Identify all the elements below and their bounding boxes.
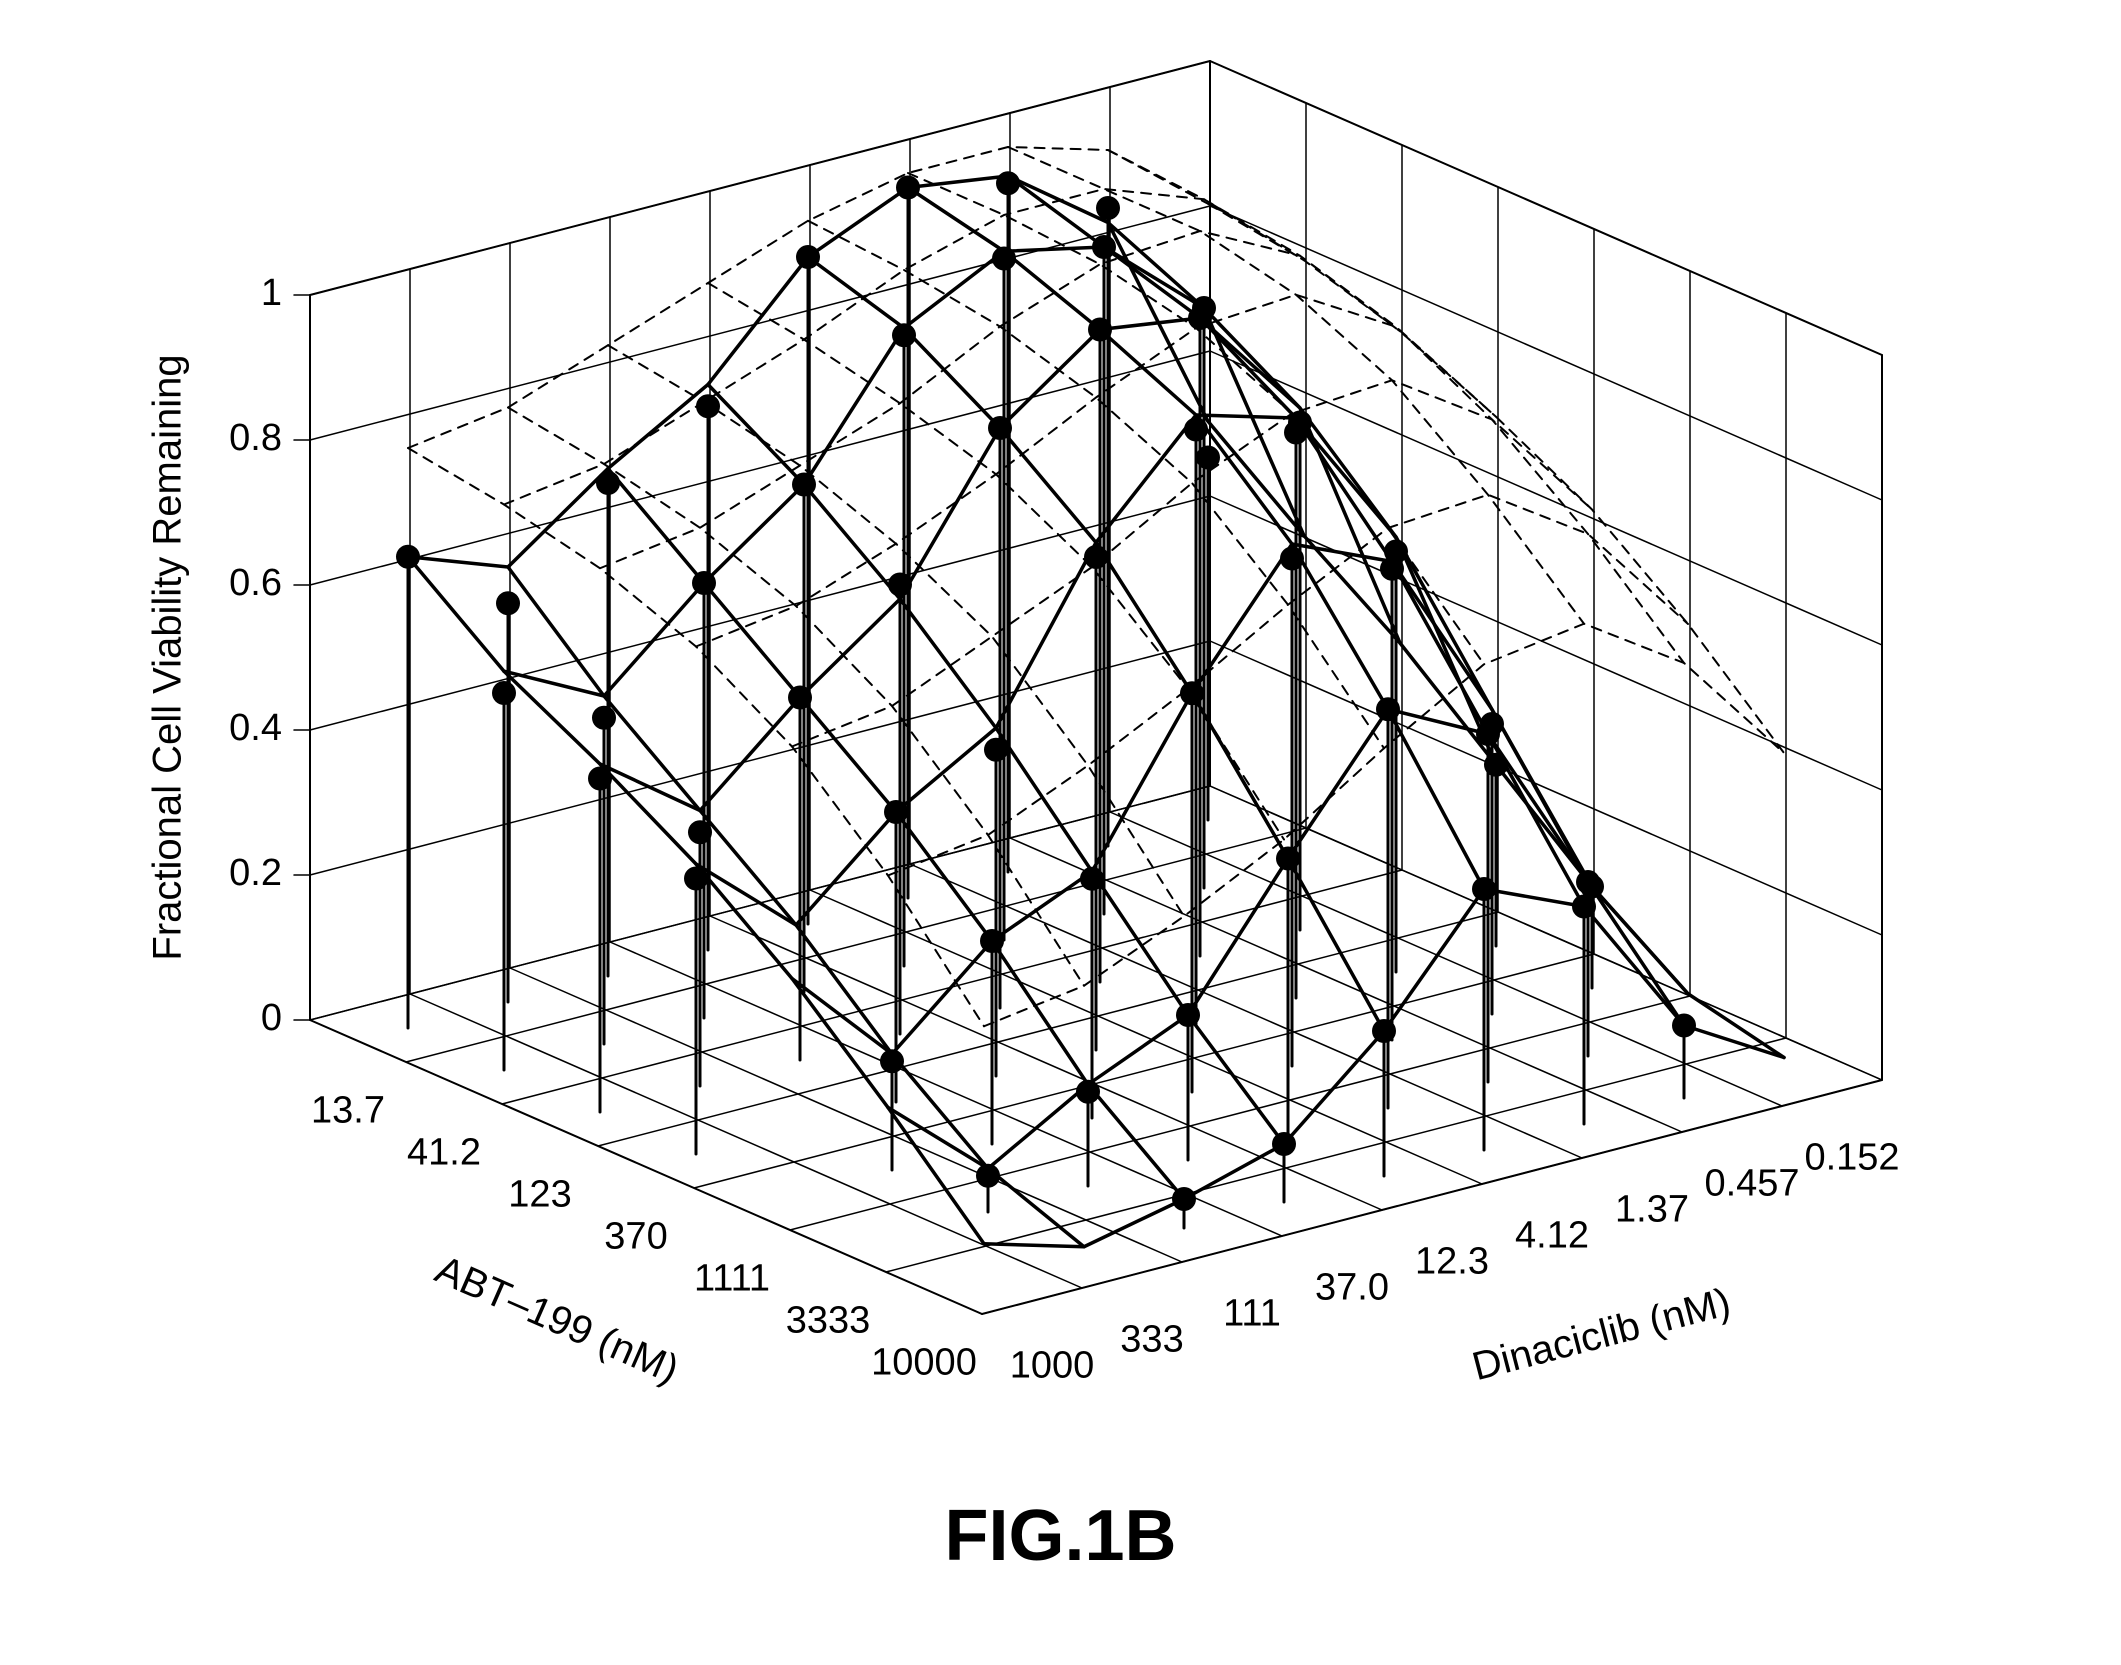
svg-text:1111: 1111 (694, 1257, 770, 1299)
svg-text:4.12: 4.12 (1515, 1214, 1589, 1256)
svg-text:370: 370 (604, 1215, 667, 1257)
svg-text:123: 123 (508, 1173, 571, 1215)
svg-text:0: 0 (261, 997, 282, 1039)
svg-text:0.8: 0.8 (229, 417, 282, 459)
svg-text:0.457: 0.457 (1704, 1162, 1799, 1204)
svg-text:3333: 3333 (786, 1299, 871, 1341)
svg-text:1: 1 (261, 272, 282, 314)
svg-text:333: 333 (1120, 1318, 1183, 1360)
svg-text:ABT–199 (nM): ABT–199 (nM) (429, 1247, 685, 1392)
svg-text:41.2: 41.2 (407, 1131, 481, 1173)
figure-caption: FIG.1B (0, 1495, 2121, 1577)
svg-text:12.3: 12.3 (1415, 1240, 1489, 1282)
svg-text:0.2: 0.2 (229, 852, 282, 894)
svg-text:1.37: 1.37 (1615, 1188, 1689, 1230)
svg-text:Dinaciclib (nM): Dinaciclib (nM) (1468, 1280, 1735, 1389)
svg-text:Fractional Cell Viability Rema: Fractional Cell Viability Remaining (146, 354, 190, 960)
svg-text:0.6: 0.6 (229, 562, 282, 604)
svg-text:37.0: 37.0 (1315, 1266, 1389, 1308)
svg-text:0.152: 0.152 (1804, 1136, 1899, 1178)
3d-surface-chart: 0 0.2 0.4 0.6 0.8 1 Fractional Cell Viability … (0, 0, 2121, 1665)
svg-text:1000: 1000 (1010, 1344, 1095, 1386)
svg-text:0.4: 0.4 (229, 707, 282, 749)
svg-text:10000: 10000 (871, 1341, 977, 1383)
svg-text:111: 111 (1223, 1292, 1281, 1334)
figure-container: 0 0.2 0.4 0.6 0.8 1 Fractional Cell Viability … (0, 0, 2121, 1665)
svg-text:13.7: 13.7 (311, 1089, 385, 1131)
